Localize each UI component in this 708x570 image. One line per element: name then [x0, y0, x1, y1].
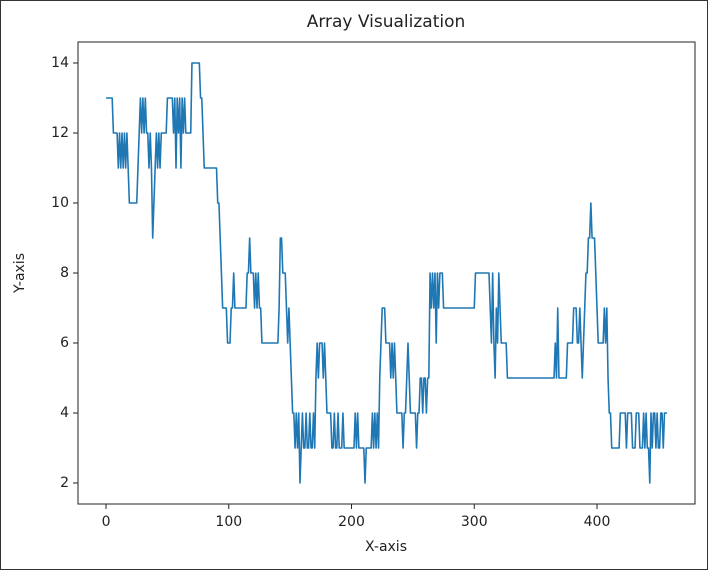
y-tick-label: 4 [60, 405, 69, 421]
x-tick-label: 200 [338, 514, 365, 530]
x-tick-label: 400 [584, 514, 611, 530]
y-tick-label: 6 [60, 335, 69, 351]
chart-title: Array Visualization [307, 12, 466, 32]
x-axis-label: X-axis [365, 539, 407, 555]
y-tick-label: 14 [51, 55, 69, 71]
x-tick-label: 300 [461, 514, 488, 530]
y-tick-label: 10 [51, 195, 69, 211]
plot-frame [77, 41, 696, 505]
data-line [106, 62, 667, 484]
x-tick-label: 100 [215, 514, 242, 530]
y-axis-label: Y-axis [12, 253, 28, 294]
y-tick-label: 12 [51, 125, 69, 141]
y-tick-label: 8 [60, 265, 69, 281]
y-tick-label: 2 [60, 475, 69, 491]
x-tick-label: 0 [102, 514, 111, 530]
